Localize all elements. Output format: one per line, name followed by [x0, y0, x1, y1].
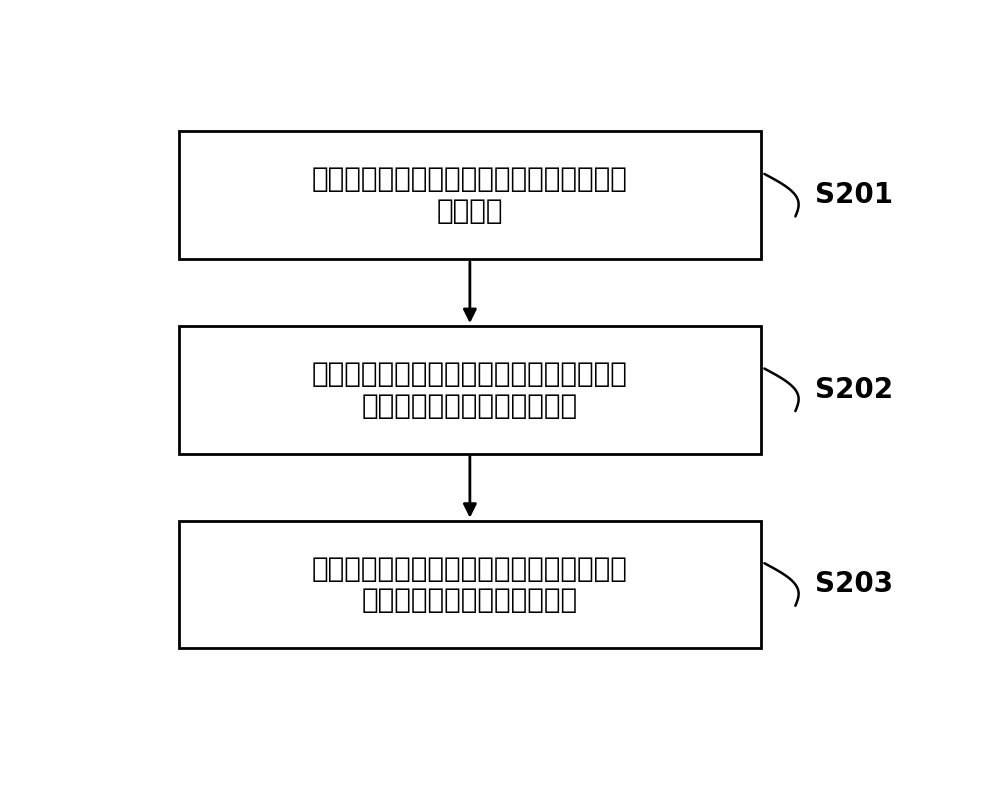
Text: 源上向第二设备发送控制信道: 源上向第二设备发送控制信道: [362, 586, 578, 615]
Text: S203: S203: [815, 570, 893, 599]
Bar: [179, 326, 761, 453]
Text: S202: S202: [815, 376, 893, 404]
Bar: [179, 521, 761, 649]
Text: S201: S201: [815, 181, 893, 209]
Text: 第一设备在第一类发送资源和第二类发送资: 第一设备在第一类发送资源和第二类发送资: [312, 555, 628, 583]
Bar: [179, 131, 761, 259]
Text: 定控制信道的第二类发送资源: 定控制信道的第二类发送资源: [362, 392, 578, 419]
Text: 第一设备获取控制信道的第一类发送资源的: 第一设备获取控制信道的第一类发送资源的: [312, 165, 628, 194]
Text: 资源信息: 资源信息: [437, 197, 503, 225]
Text: 第一设备根据第一类发送资源的资源信息确: 第一设备根据第一类发送资源的资源信息确: [312, 360, 628, 388]
